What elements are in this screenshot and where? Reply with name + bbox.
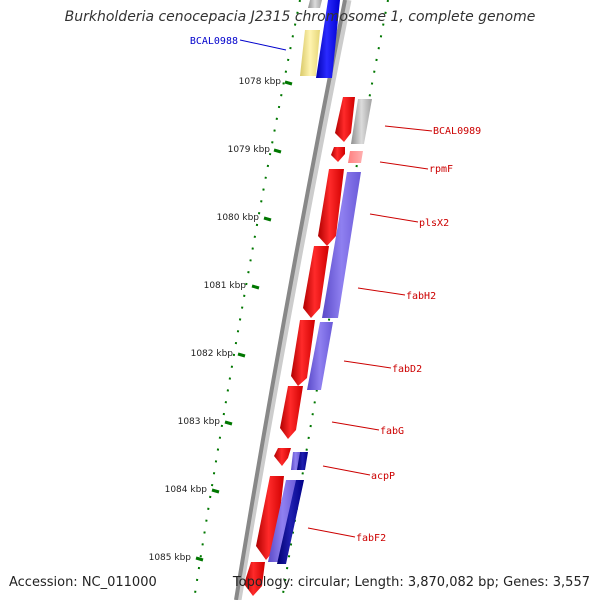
gene-label: plsX2	[419, 218, 449, 229]
cog-block	[277, 480, 304, 564]
label-layer: 1078 kbp 1079 kbp 1080 kbp 1081 kbp 1082 kbp…	[149, 36, 482, 563]
gene-label: fabG	[380, 426, 404, 437]
label-leader-line	[343, 360, 392, 369]
tick-mark	[273, 148, 282, 154]
gene-arrow-reverse	[303, 246, 329, 318]
tick-label: 1083 kbp	[178, 417, 221, 427]
tick-mark	[211, 488, 220, 494]
label-leader-line	[239, 39, 287, 51]
gene-track	[244, 0, 372, 596]
backbone-shadow	[234, 0, 352, 600]
cog-block	[322, 172, 361, 318]
tick-label: 1081 kbp	[204, 281, 247, 291]
gene-arrow-forward	[316, 0, 340, 78]
gene-label: fabF2	[356, 533, 386, 544]
cog-block	[300, 30, 320, 76]
accession-text: Accession: NC_011000	[9, 575, 157, 590]
tick-mark	[263, 216, 272, 222]
tick-ring-inner	[193, 0, 301, 600]
page-title: Burkholderia cenocepacia J2315 chromosom…	[64, 9, 536, 25]
label-leader-line	[379, 161, 429, 170]
gene-arrow-reverse	[274, 448, 291, 466]
cog-block	[307, 322, 333, 390]
label-leader-line	[357, 287, 406, 296]
cog-block	[351, 99, 372, 144]
gene-arrow-reverse	[244, 562, 265, 596]
tick-label: 1080 kbp	[217, 213, 260, 223]
tick-mark	[224, 420, 233, 426]
gene-arrow-reverse	[318, 169, 344, 246]
gene-arrow-reverse	[335, 97, 355, 142]
gene-label: rpmF	[429, 164, 453, 175]
tick-label: 1084 kbp	[165, 485, 208, 495]
backbone	[234, 0, 347, 600]
tick-mark	[237, 352, 246, 358]
tick-mark	[195, 556, 204, 562]
gene-label: BCAL0988	[190, 36, 238, 47]
gene-arrow-reverse	[331, 147, 345, 162]
label-leader-line	[322, 465, 371, 476]
label-leader-line	[369, 213, 419, 223]
label-leader-line	[331, 421, 380, 431]
label-leader-line	[384, 125, 433, 132]
tick-label: 1085 kbp	[149, 553, 192, 563]
tick-label: 1078 kbp	[239, 77, 282, 87]
gene-label: fabH2	[406, 291, 436, 302]
tick-mark	[284, 80, 293, 86]
tick-mark	[251, 284, 260, 290]
cog-block	[297, 452, 308, 470]
gene-arrow-reverse	[280, 386, 303, 439]
cog-block	[268, 480, 297, 562]
gene-label: BCAL0989	[433, 126, 481, 137]
gene-arrow-reverse	[291, 320, 315, 386]
tick-label: 1082 kbp	[191, 349, 234, 359]
tick-label: 1079 kbp	[228, 145, 271, 155]
tick-ring-outer	[281, 0, 389, 600]
cog-block	[348, 151, 363, 163]
cog-block	[308, 0, 322, 8]
summary-text: Topology: circular; Length: 3,870,082 bp…	[232, 575, 590, 590]
gene-label: fabD2	[392, 364, 422, 375]
gene-label: acpP	[371, 471, 395, 482]
label-leader-line	[307, 527, 356, 538]
